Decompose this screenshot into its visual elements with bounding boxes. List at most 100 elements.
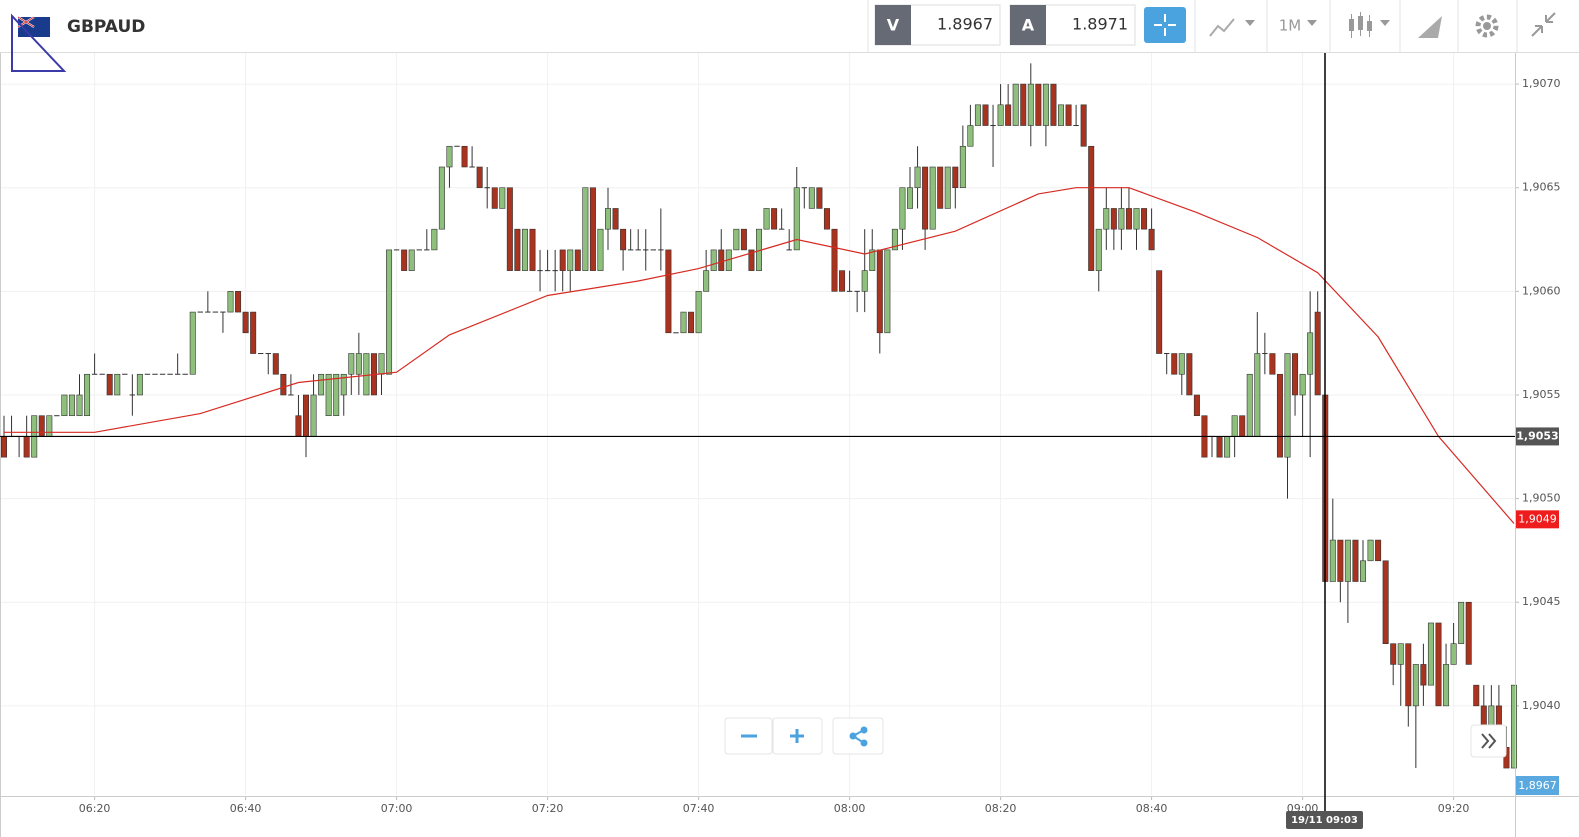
bid-label: V — [887, 16, 900, 35]
x-tick-label: 08:40 — [1136, 802, 1168, 815]
candle-body — [673, 332, 679, 334]
y-tick-label: 1,9055 — [1522, 388, 1561, 401]
candle-body — [552, 270, 558, 272]
candle-body — [197, 311, 203, 313]
candle-body — [1125, 208, 1132, 230]
candle-body — [38, 415, 45, 437]
candle-body — [559, 249, 566, 271]
candle-body — [1511, 684, 1518, 769]
candle-body — [506, 187, 513, 271]
candle-body — [665, 249, 672, 334]
candle-body — [1027, 83, 1034, 126]
candle-body — [114, 373, 121, 396]
candle-body — [1412, 664, 1419, 707]
chart-type-button[interactable] — [1209, 18, 1255, 37]
bid-box[interactable]: V 1.8967 — [874, 4, 1001, 46]
candle-body — [1465, 601, 1472, 665]
candle-body — [1042, 83, 1049, 126]
candle-body — [1133, 208, 1140, 230]
candle-body — [604, 208, 611, 230]
candle-body — [386, 249, 393, 375]
candle-body — [1171, 353, 1178, 375]
settings-button[interactable] — [1475, 14, 1499, 38]
candle-body — [710, 249, 717, 271]
candle-body — [703, 270, 710, 292]
zoom-in-button[interactable] — [772, 717, 823, 755]
candle-body — [899, 187, 906, 230]
candle-body — [235, 291, 242, 313]
candle-body — [846, 290, 853, 292]
candle-body — [1337, 539, 1344, 582]
candle-body — [688, 311, 695, 334]
zoom-out-button[interactable] — [724, 717, 773, 755]
candle-body — [1375, 539, 1382, 562]
candle-body — [424, 249, 430, 251]
x-tick-label: 06:20 — [79, 802, 111, 815]
candle-body — [1405, 643, 1412, 707]
ask-box[interactable]: A 1.8971 — [1009, 4, 1136, 46]
candle-type-button[interactable] — [1349, 12, 1390, 38]
candle-body — [748, 249, 755, 271]
candle-body — [1141, 208, 1148, 230]
candle-body — [258, 353, 264, 355]
scroll-end-button[interactable] — [1470, 724, 1507, 758]
candle-body — [212, 311, 219, 313]
candle-body — [808, 187, 815, 209]
bid-price: 1.8967 — [937, 15, 993, 34]
candle-body — [514, 228, 521, 271]
crosshair-time-box — [1286, 811, 1363, 829]
candle-body — [1360, 560, 1367, 582]
candle-body — [401, 249, 408, 271]
x-tick-label: 07:20 — [532, 802, 564, 815]
collapse-button[interactable] — [1531, 12, 1556, 37]
candle-body — [1276, 373, 1283, 458]
candle-body — [816, 187, 823, 209]
candle-body — [1012, 83, 1019, 126]
candle-body — [1367, 539, 1374, 562]
candle-body — [393, 249, 400, 251]
candle-body — [476, 166, 483, 189]
candle-body — [1480, 705, 1487, 727]
candle-body — [1110, 208, 1117, 230]
share-button[interactable] — [832, 717, 884, 755]
x-tick-label: 06:40 — [230, 802, 262, 815]
candle-body — [46, 415, 53, 437]
candle-body — [589, 187, 596, 271]
candle-body — [967, 125, 974, 147]
candle-body — [1420, 664, 1427, 686]
candle-body — [272, 353, 279, 375]
candle-body — [1344, 539, 1351, 582]
candle-body — [974, 104, 981, 126]
candle-body — [1246, 373, 1253, 437]
candle-body — [1488, 705, 1495, 727]
x-tick-label: 07:40 — [683, 802, 715, 815]
candle-body — [582, 187, 589, 271]
y-tick-label: 1,9065 — [1522, 181, 1561, 194]
candle-body — [1020, 83, 1027, 126]
last-price-box — [1516, 776, 1559, 795]
candle-body — [529, 228, 536, 271]
candle-body — [438, 166, 445, 230]
candle-body — [854, 290, 860, 292]
toolbar-separators — [867, 0, 1518, 52]
candle-body — [1050, 83, 1057, 126]
candle-body — [152, 373, 158, 375]
candle-body — [906, 187, 913, 209]
candle-body — [340, 373, 347, 396]
draw-tool-button[interactable] — [1418, 16, 1442, 38]
candle-body — [982, 104, 989, 126]
ma-value-label: 1,9049 — [1518, 512, 1557, 525]
x-tick-label: 08:20 — [985, 802, 1017, 815]
candle-body — [250, 311, 257, 354]
candle-body — [1216, 436, 1223, 458]
candle-body — [597, 228, 604, 271]
crosshair-button[interactable] — [1144, 7, 1186, 43]
candle-body — [1186, 353, 1193, 396]
candle-body — [1382, 560, 1389, 644]
settings-core — [1483, 22, 1491, 30]
candle-body — [84, 373, 91, 417]
candle-body — [363, 353, 370, 396]
candle-body — [627, 249, 634, 251]
timeframe[interactable]: 1M — [1279, 17, 1302, 35]
candle-body — [378, 353, 385, 375]
